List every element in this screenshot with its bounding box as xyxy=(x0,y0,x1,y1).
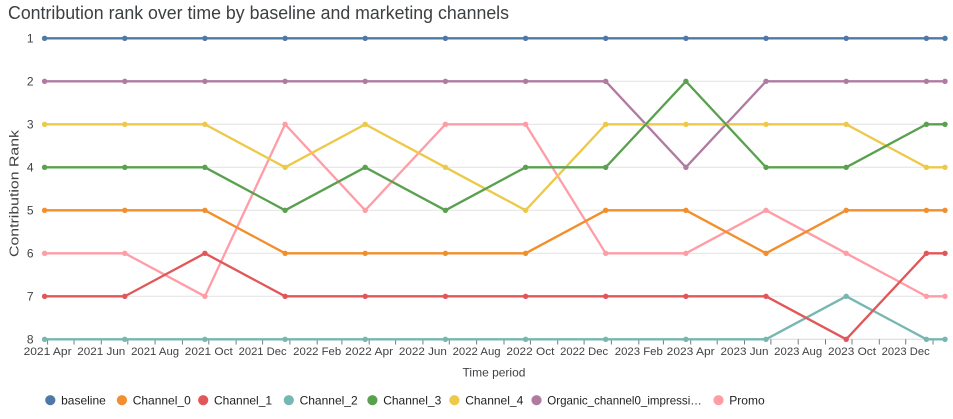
svg-text:Contribution rank over time by: Contribution rank over time by baseline … xyxy=(8,2,509,23)
svg-text:2023 Jun: 2023 Jun xyxy=(721,346,769,358)
svg-text:2022 Jun: 2022 Jun xyxy=(399,346,447,358)
svg-text:1: 1 xyxy=(27,32,34,46)
svg-text:2023 Oct: 2023 Oct xyxy=(828,346,876,358)
svg-text:3: 3 xyxy=(27,118,34,132)
svg-text:2021 Dec: 2021 Dec xyxy=(239,346,288,358)
svg-text:Channel_2: Channel_2 xyxy=(300,394,358,408)
svg-text:Time period: Time period xyxy=(463,366,526,380)
svg-text:2021 Oct: 2021 Oct xyxy=(185,346,233,358)
svg-text:2023 Apr: 2023 Apr xyxy=(667,346,715,358)
svg-text:Contribution Rank: Contribution Rank xyxy=(6,129,21,257)
svg-text:2: 2 xyxy=(27,75,34,89)
svg-text:baseline: baseline xyxy=(61,394,106,408)
svg-text:5: 5 xyxy=(27,204,34,218)
svg-text:2022 Aug: 2022 Aug xyxy=(453,346,501,358)
svg-text:Channel_4: Channel_4 xyxy=(465,394,523,408)
svg-text:8: 8 xyxy=(27,333,34,347)
svg-text:2021 Jun: 2021 Jun xyxy=(77,346,125,358)
svg-text:2022 Feb: 2022 Feb xyxy=(293,346,341,358)
svg-text:Channel_3: Channel_3 xyxy=(383,394,441,408)
svg-text:2021 Apr: 2021 Apr xyxy=(24,346,72,358)
svg-text:Channel_0: Channel_0 xyxy=(133,394,191,408)
svg-text:Promo: Promo xyxy=(729,394,765,408)
svg-text:2022 Oct: 2022 Oct xyxy=(506,346,554,358)
svg-text:2023 Aug: 2023 Aug xyxy=(774,346,822,358)
svg-text:7: 7 xyxy=(27,290,34,304)
svg-text:4: 4 xyxy=(27,161,34,175)
svg-text:2022 Dec: 2022 Dec xyxy=(560,346,609,358)
svg-text:2021 Aug: 2021 Aug xyxy=(131,346,179,358)
svg-text:Channel_1: Channel_1 xyxy=(214,394,272,408)
svg-text:Organic_channel0_impressi…: Organic_channel0_impressi… xyxy=(547,394,702,408)
svg-text:2022 Apr: 2022 Apr xyxy=(345,346,393,358)
svg-text:2023 Dec: 2023 Dec xyxy=(882,346,931,358)
svg-text:2023 Feb: 2023 Feb xyxy=(615,346,663,358)
svg-text:6: 6 xyxy=(27,247,34,261)
